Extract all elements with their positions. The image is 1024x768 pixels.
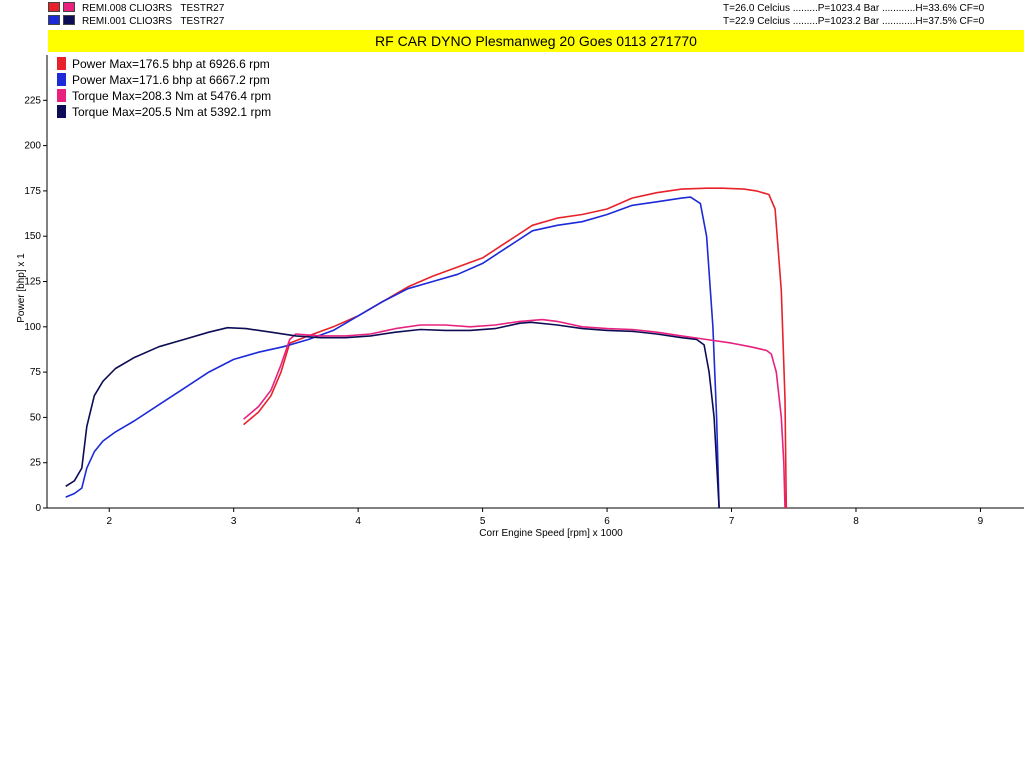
y-tick-label: 125 bbox=[24, 277, 41, 288]
legend-item-torque-run-1: Torque Max=208.3 Nm at 5476.4 rpm bbox=[57, 88, 271, 104]
legend-item-power-run-2: Power Max=171.6 bhp at 6667.2 rpm bbox=[57, 72, 270, 88]
run-1-torque-swatch bbox=[63, 2, 75, 12]
legend-swatch bbox=[57, 73, 66, 86]
x-axis-label: Corr Engine Speed [rpm] x 1000 bbox=[479, 528, 623, 539]
x-tick-label: 5 bbox=[480, 516, 486, 527]
legend-label: Torque Max=208.3 Nm at 5476.4 rpm bbox=[72, 89, 272, 103]
y-tick-label: 150 bbox=[24, 231, 41, 242]
x-axis-ticks: 2 3 4 5 6 7 8 9 bbox=[106, 508, 984, 527]
dyno-chart: 0 25 50 75 100 125 150 175 200 225 2 3 4 5 6 7 8 9 Corr … bbox=[16, 55, 1024, 539]
legend-label: Torque Max=205.5 Nm at 5392.1 rpm bbox=[72, 105, 272, 119]
x-tick-label: 3 bbox=[231, 516, 237, 527]
run-2-test: TESTR27 bbox=[180, 16, 225, 27]
run-header: REMI.008 CLIO3RS TESTR27 REMI.001 CLIO3R… bbox=[0, 0, 1024, 28]
y-axis-label: Power [bhp] x 1 bbox=[16, 253, 27, 323]
series-layer bbox=[65, 187, 788, 509]
run-1-power-swatch bbox=[48, 2, 60, 12]
x-tick-label: 4 bbox=[355, 516, 361, 527]
run-2-conditions: T=22.9 Celcius .........P=1023.2 Bar ...… bbox=[723, 16, 985, 27]
y-tick-label: 200 bbox=[24, 141, 41, 152]
y-tick-label: 0 bbox=[35, 503, 41, 514]
x-tick-label: 2 bbox=[106, 516, 112, 527]
legend-swatch bbox=[57, 89, 66, 102]
x-tick-label: 8 bbox=[853, 516, 859, 527]
legend-swatch bbox=[57, 57, 66, 70]
y-tick-label: 75 bbox=[30, 367, 42, 378]
x-tick-label: 6 bbox=[604, 516, 610, 527]
y-tick-label: 100 bbox=[24, 322, 41, 333]
run-2-power-swatch bbox=[48, 15, 60, 25]
run-2-name: REMI.001 CLIO3RS bbox=[82, 16, 173, 27]
series-line-3 bbox=[243, 318, 786, 509]
run-row-2: REMI.001 CLIO3RS TESTR27 bbox=[48, 15, 224, 28]
legend-item-power-run-1: Power Max=176.5 bhp at 6926.6 rpm bbox=[57, 56, 270, 72]
series-line-4 bbox=[65, 321, 720, 509]
y-tick-label: 50 bbox=[30, 412, 42, 423]
x-tick-label: 9 bbox=[978, 516, 984, 527]
y-axis-ticks: 0 25 50 75 100 125 150 175 200 225 bbox=[24, 95, 47, 514]
run-2-torque-swatch bbox=[63, 15, 75, 25]
y-tick-label: 25 bbox=[30, 458, 42, 469]
run-1-conditions: T=26.0 Celcius .........P=1023.4 Bar ...… bbox=[723, 3, 985, 14]
y-tick-label: 225 bbox=[24, 95, 41, 106]
run-1-test: TESTR27 bbox=[180, 3, 225, 14]
x-tick-label: 7 bbox=[729, 516, 735, 527]
y-tick-label: 175 bbox=[24, 186, 41, 197]
run-1-name: REMI.008 CLIO3RS bbox=[82, 3, 173, 14]
series-line-2 bbox=[65, 196, 720, 509]
run-row-1: REMI.008 CLIO3RS TESTR27 bbox=[48, 2, 224, 15]
legend-label: Power Max=171.6 bhp at 6667.2 rpm bbox=[72, 73, 270, 87]
legend-swatch bbox=[57, 105, 66, 118]
legend-item-torque-run-2: Torque Max=205.5 Nm at 5392.1 rpm bbox=[57, 104, 271, 120]
legend-label: Power Max=176.5 bhp at 6926.6 rpm bbox=[72, 57, 270, 71]
chart-title: RF CAR DYNO Plesmanweg 20 Goes 0113 2717… bbox=[48, 30, 1024, 52]
